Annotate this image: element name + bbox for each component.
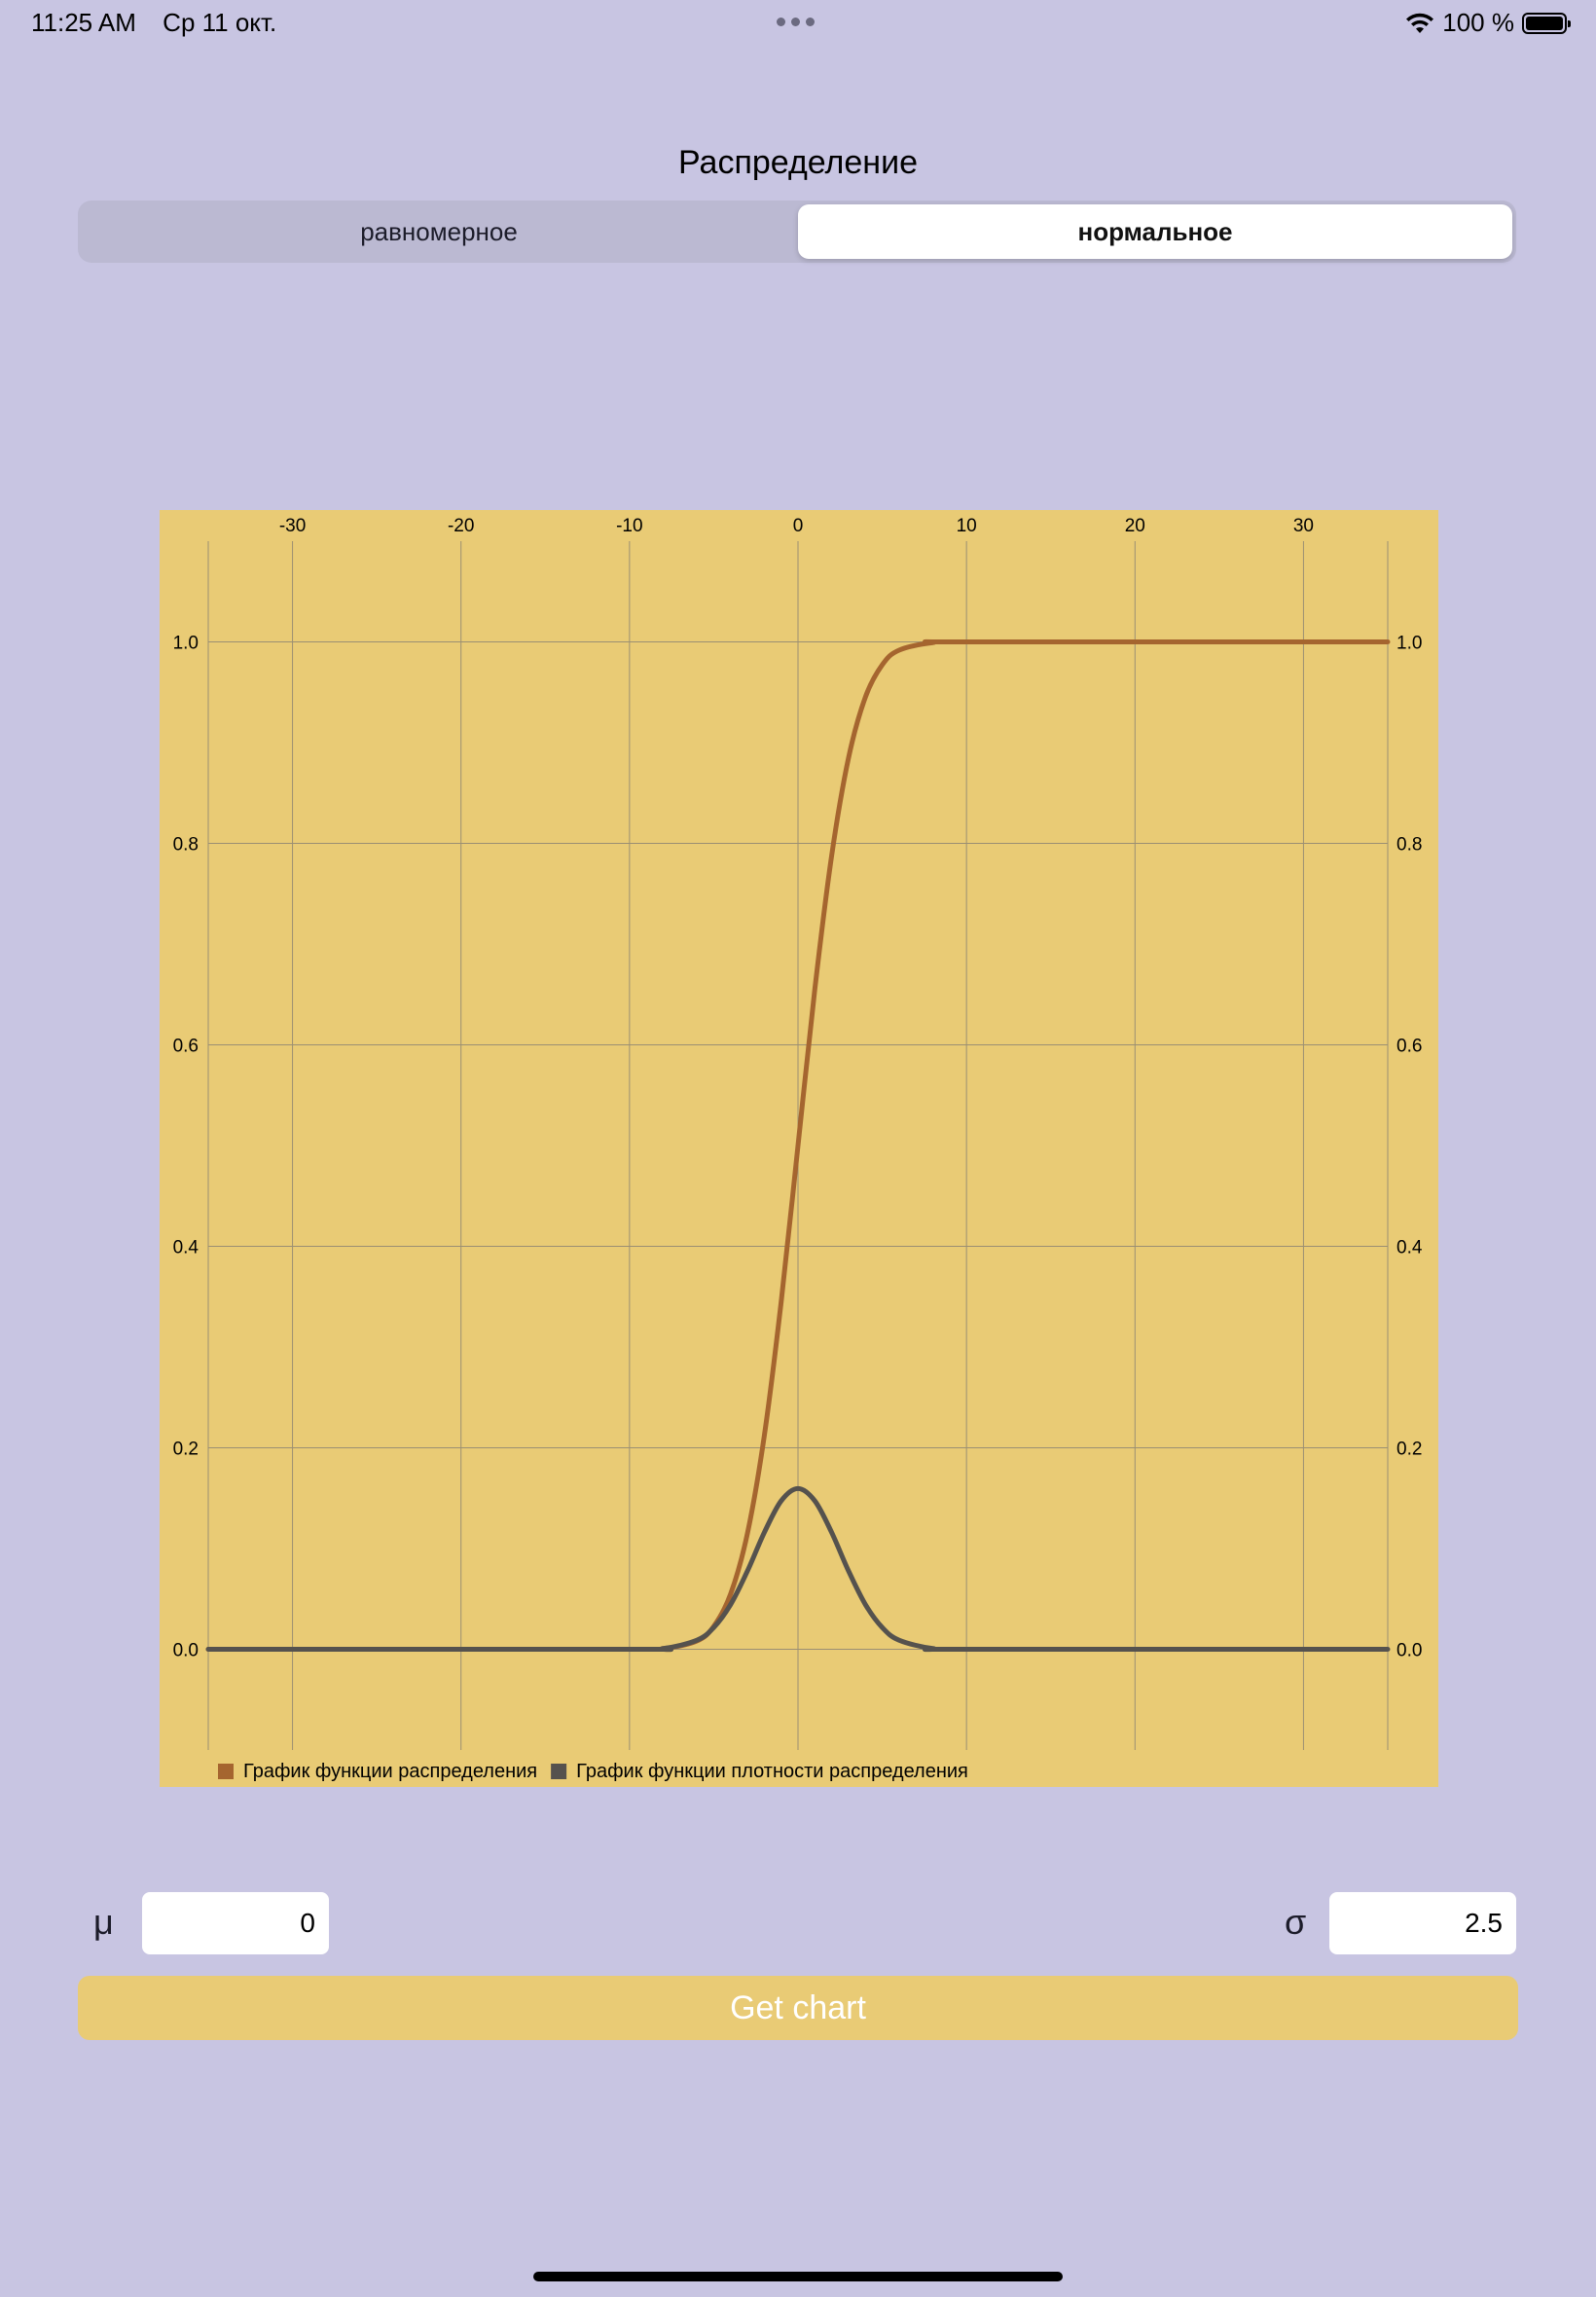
- y-tick-label-left: 0.4: [173, 1238, 200, 1258]
- status-left: 11:25 AM Ср 11 окт.: [31, 8, 296, 38]
- y-tick-label-right: 0.6: [1396, 1037, 1422, 1057]
- multitasking-dots-icon[interactable]: [777, 18, 815, 26]
- status-right: 100 %: [1405, 8, 1571, 38]
- battery-percent: 100 %: [1442, 8, 1514, 37]
- y-tick-label-right: 0.0: [1396, 1641, 1422, 1661]
- y-tick-label-right: 0.8: [1396, 835, 1422, 856]
- page-title: Распределение: [678, 144, 918, 181]
- status-bar: 11:25 AM Ср 11 окт. 100 %: [0, 0, 1596, 47]
- home-indicator: [533, 2272, 1063, 2281]
- get-chart-button[interactable]: Get chart: [78, 1976, 1518, 2040]
- legend-label-1: График функции распределения: [243, 1761, 537, 1782]
- battery-icon: [1522, 12, 1571, 34]
- x-tick-label: -20: [448, 516, 474, 536]
- series-line-2: [205, 1485, 1391, 1653]
- y-tick-label-left: 0.0: [173, 1641, 199, 1661]
- x-tick-label: -10: [616, 516, 642, 536]
- distribution-chart: -30 -20 -10 0 10 20 30 0.0 0.0 0.2 0.2 0.4 0.4 0.6 0.6…: [160, 510, 1438, 1787]
- sigma-label: σ: [1285, 1902, 1307, 1942]
- distribution-segmented-control: равномерное нормальное: [78, 201, 1516, 263]
- y-tick-label-right: 0.2: [1396, 1440, 1422, 1460]
- status-date: Ср 11 окт.: [163, 8, 277, 37]
- y-tick-label-right: 0.4: [1396, 1238, 1423, 1258]
- legend-swatch-2: [551, 1764, 567, 1779]
- y-tick-label-left: 0.6: [173, 1037, 199, 1057]
- y-tick-label-left: 0.8: [173, 835, 199, 856]
- x-tick-label: -30: [279, 516, 306, 536]
- mu-input[interactable]: [142, 1892, 329, 1954]
- status-time: 11:25 AM: [31, 8, 136, 37]
- legend-swatch-1: [218, 1764, 234, 1779]
- segment-normal[interactable]: нормальное: [798, 204, 1512, 259]
- x-tick-label: 20: [1125, 516, 1145, 536]
- segment-uniform[interactable]: равномерное: [360, 216, 518, 246]
- y-tick-label-left: 1.0: [173, 634, 199, 654]
- sigma-input[interactable]: [1329, 1892, 1516, 1954]
- x-tick-label: 30: [1293, 516, 1314, 536]
- x-tick-label: 0: [793, 516, 804, 536]
- mu-label: μ: [93, 1902, 114, 1942]
- y-tick-label-left: 0.2: [173, 1440, 199, 1460]
- y-tick-label-right: 1.0: [1396, 634, 1422, 654]
- x-tick-label: 10: [957, 516, 977, 536]
- legend-label-2: График функции плотности распределения: [576, 1761, 968, 1782]
- wifi-icon: [1406, 13, 1434, 33]
